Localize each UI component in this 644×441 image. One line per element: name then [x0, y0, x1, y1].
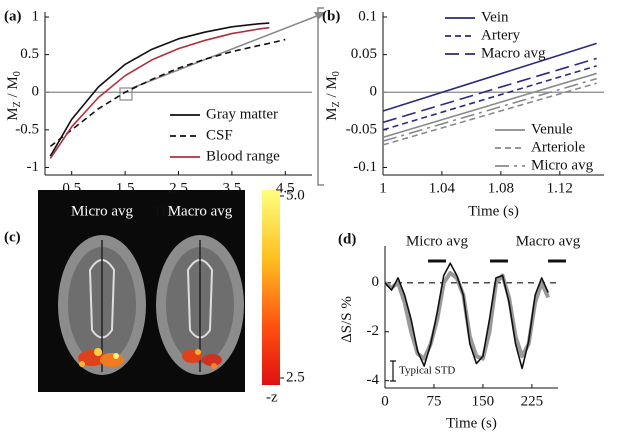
- panel-label: (b): [322, 8, 340, 24]
- legend-label: Macro avg: [516, 233, 581, 249]
- x-tick-label: 1: [379, 180, 387, 196]
- x-tick-label: 150: [472, 393, 495, 409]
- y-tick-label: -0.1: [353, 159, 377, 175]
- legend-label: Arteriole: [531, 139, 585, 155]
- legend-label: CSF: [206, 127, 233, 143]
- y-tick-label: -0.05: [346, 121, 377, 137]
- series-line: [383, 58, 597, 122]
- zoom-arrow: [132, 14, 322, 88]
- x-tick-label: 1.08: [488, 180, 514, 196]
- y-tick-label: -1: [27, 159, 40, 175]
- y-axis-label-part: / M: [5, 76, 21, 101]
- colorbar-title: -z: [266, 389, 278, 405]
- x-tick-label: 1.04: [429, 180, 456, 196]
- series-line: [50, 23, 269, 156]
- y-axis-label-part: ΔS/S %: [339, 296, 355, 343]
- x-tick-label: 0: [381, 393, 389, 409]
- x-tick-label: 2.5: [169, 180, 188, 196]
- x-tick-label: 3.5: [223, 180, 242, 196]
- legend-label: Micro avg: [406, 233, 469, 249]
- y-axis-label-part: / M: [324, 76, 340, 101]
- legend-label: Venule: [531, 121, 573, 137]
- bracket: [318, 8, 324, 185]
- y-tick-label: 0.5: [20, 46, 39, 62]
- zoom-box: [120, 88, 132, 100]
- y-axis-label-part: M: [5, 107, 21, 120]
- figure: (a)-1-0.500.510.51.52.53.54.5Time (s)MZ …: [0, 0, 644, 436]
- panel-label: (d): [338, 231, 356, 247]
- x-tick-label: 0.5: [62, 180, 81, 196]
- y-tick-label: -4: [367, 372, 380, 388]
- y-axis-label: ΔS/S %: [339, 296, 355, 343]
- colorbar-label: 5.0: [286, 187, 305, 203]
- series-line: [50, 40, 285, 147]
- y-tick-label: 0.1: [358, 8, 377, 24]
- y-tick-label: 1: [32, 8, 40, 24]
- y-tick-label: 0.05: [351, 46, 377, 62]
- legend-label: Gray matter: [206, 106, 278, 122]
- y-tick-label: 0: [32, 84, 40, 100]
- panel-label: (c): [4, 229, 21, 245]
- panel-label: (a): [4, 8, 22, 24]
- legend-label: Blood range: [206, 148, 280, 164]
- series-line: [383, 66, 597, 130]
- x-axis-label: Time (s): [468, 203, 519, 219]
- legend-label: Micro avg: [531, 157, 594, 173]
- legend-label: Artery: [481, 27, 521, 43]
- image-title: Micro avg: [71, 203, 134, 219]
- panel-c: [38, 190, 280, 392]
- y-axis-label-part: 0: [12, 71, 23, 76]
- brain-image: [156, 235, 244, 375]
- legend-label: Macro avg: [481, 45, 546, 61]
- colorbar-label: 2.5: [286, 369, 305, 385]
- std-bar: [390, 361, 396, 381]
- x-tick-label: 75: [426, 393, 441, 409]
- y-tick-label: 0: [372, 274, 380, 290]
- x-axis-label: Time (s): [446, 415, 497, 431]
- y-axis-label: MZ / M0: [324, 71, 342, 120]
- image-title: Macro avg: [168, 203, 233, 219]
- x-tick-label: 1.5: [116, 180, 135, 196]
- y-axis-label: MZ / M0: [5, 71, 23, 120]
- colorbar: [262, 190, 280, 385]
- y-tick-label: -2: [367, 323, 380, 339]
- annotation: Typical STD: [399, 365, 455, 377]
- brain-image: [58, 235, 146, 375]
- y-tick-label: 0: [370, 84, 378, 100]
- y-axis-label-part: 0: [331, 71, 342, 76]
- x-tick-label: 225: [521, 393, 544, 409]
- y-axis-label-part: M: [324, 107, 340, 120]
- legend-label: Vein: [481, 9, 509, 25]
- x-tick-label: 1.12: [547, 180, 573, 196]
- y-tick-label: -0.5: [15, 121, 39, 137]
